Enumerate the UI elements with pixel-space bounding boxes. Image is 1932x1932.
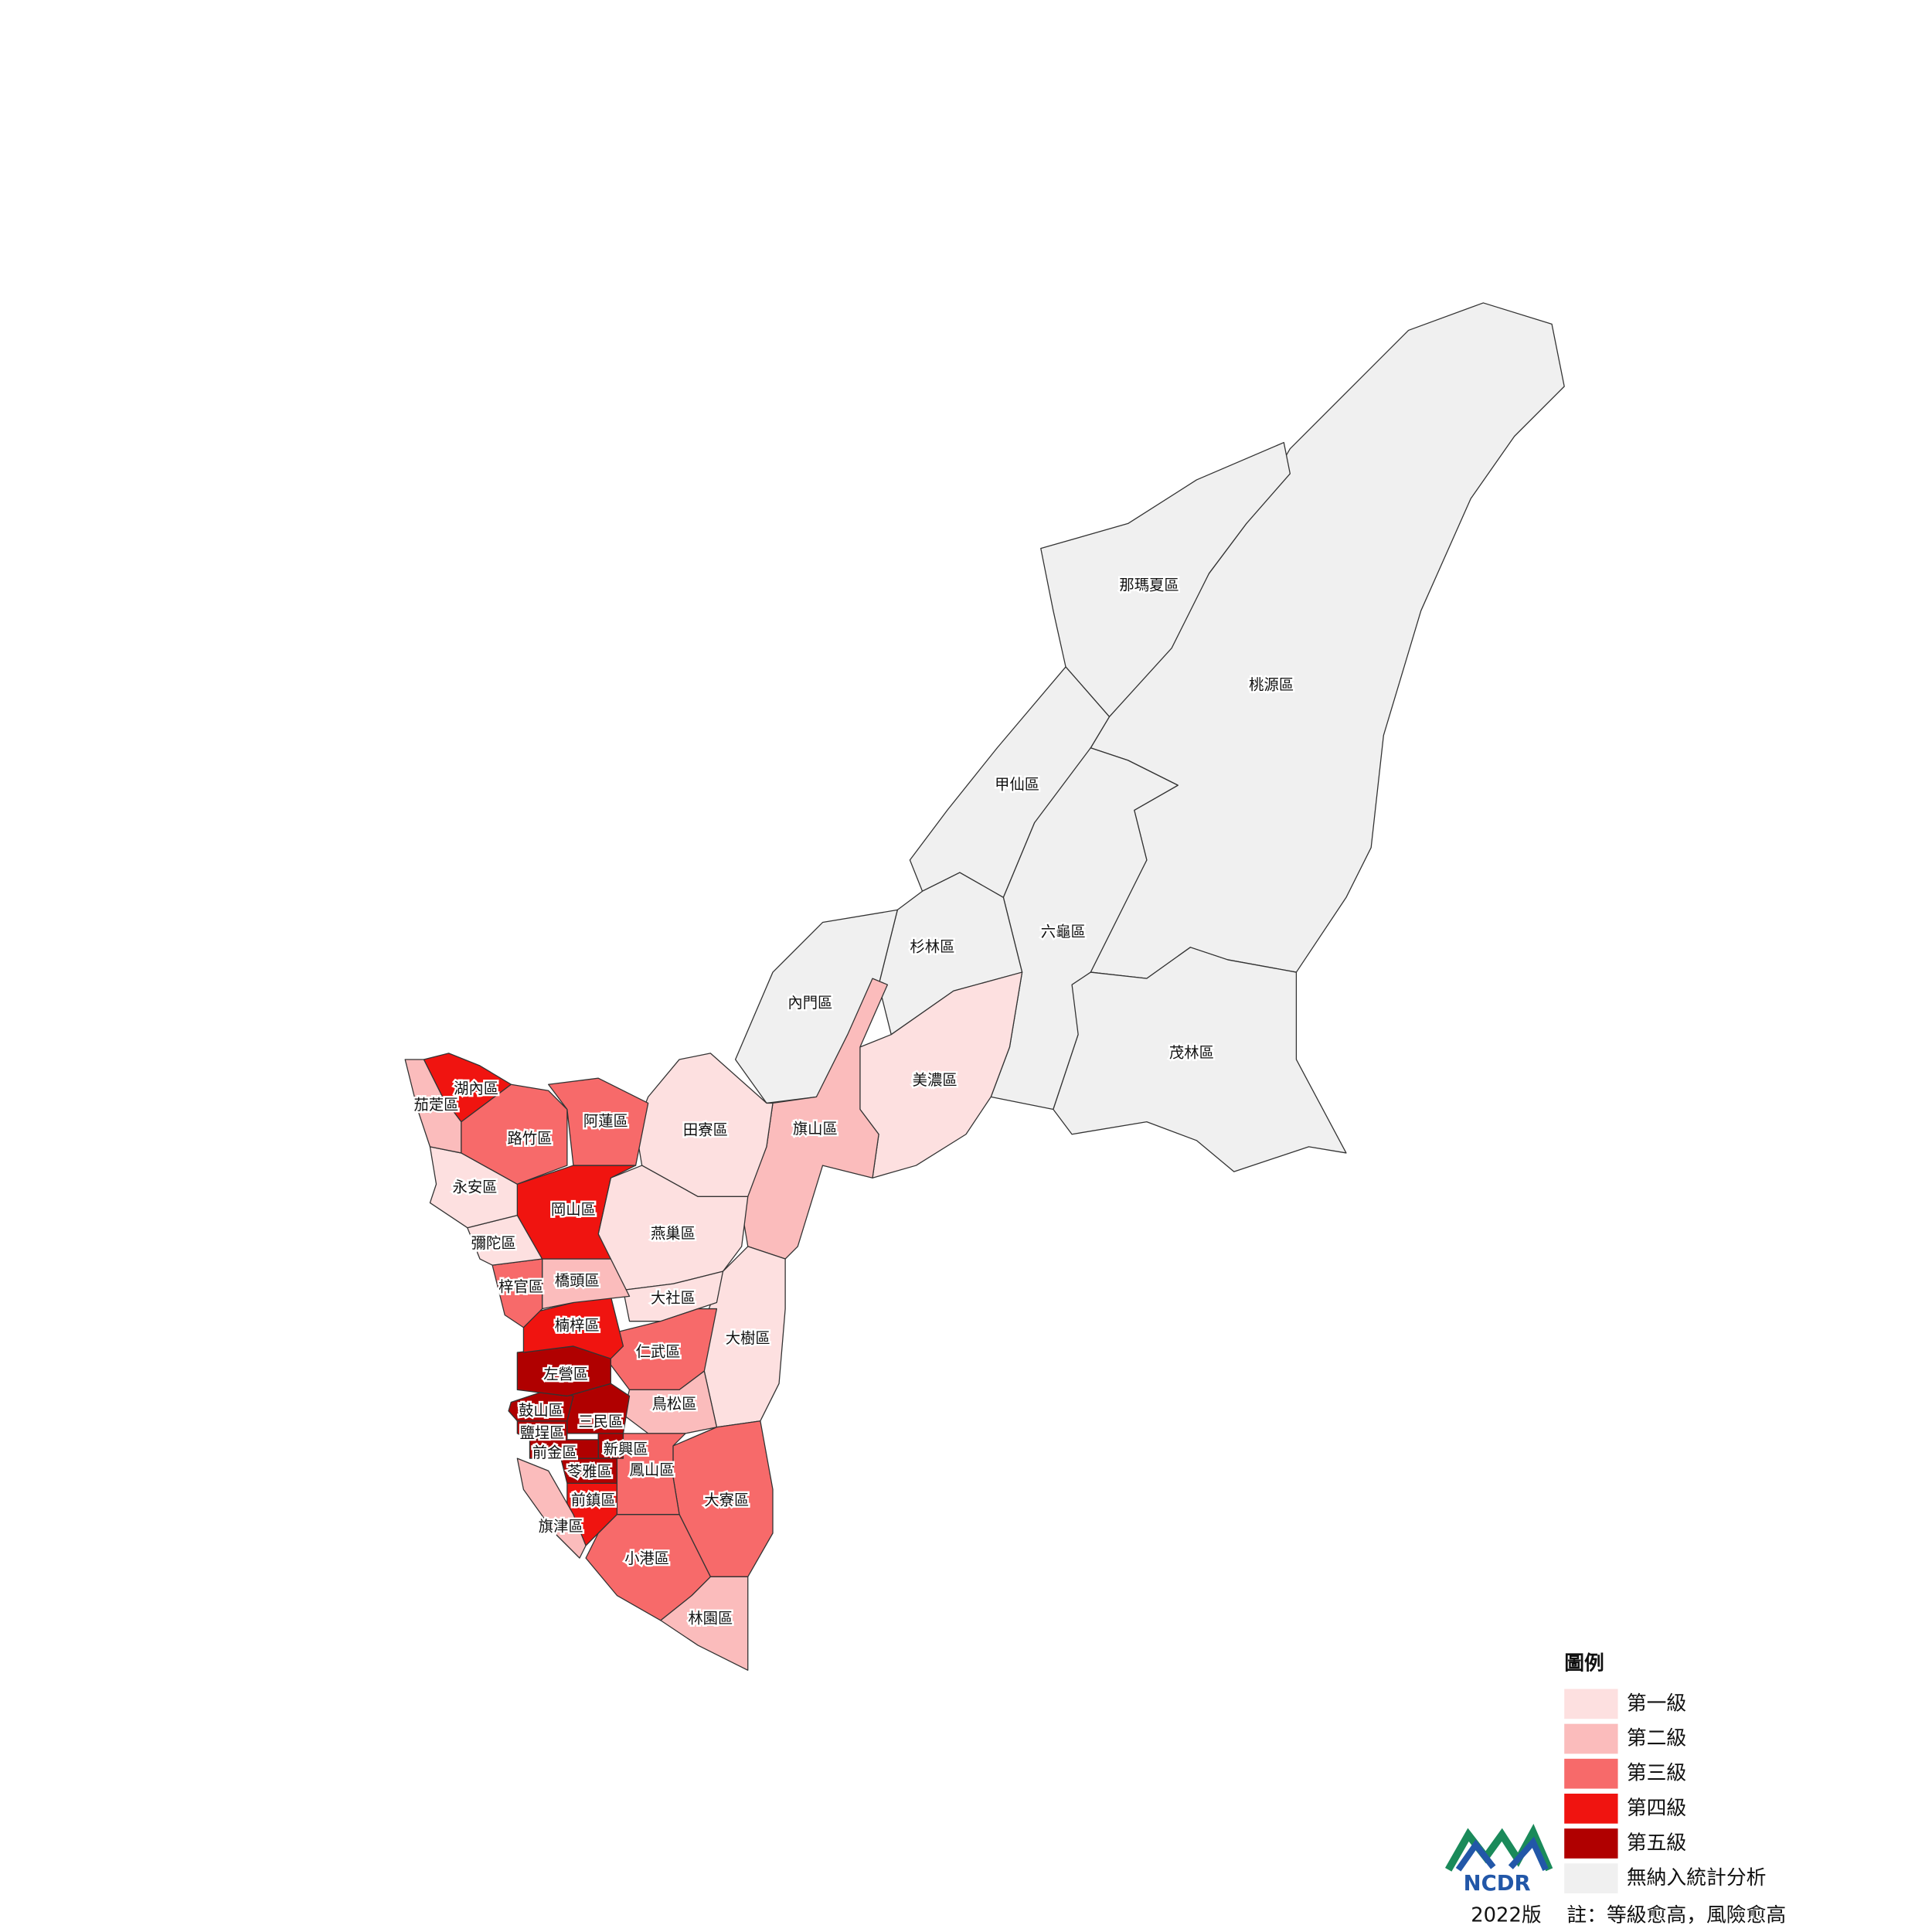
district-label: 鹽埕區 (520, 1423, 565, 1441)
district-label: 美濃區 (913, 1071, 957, 1089)
legend-title: 圖例 (1564, 1652, 1604, 1675)
district-label: 新興區 (604, 1440, 648, 1458)
district-label: 橋頭區 (555, 1272, 600, 1290)
district (1053, 947, 1347, 1172)
district-label: 六龜區 (1041, 923, 1086, 940)
legend-swatch (1564, 1863, 1618, 1893)
district-label: 旗津區 (539, 1517, 583, 1535)
regions (404, 302, 1565, 1671)
district (548, 1077, 649, 1166)
district (516, 1458, 587, 1559)
district-label: 內門區 (787, 994, 832, 1012)
district-label: 彌陀區 (471, 1234, 516, 1252)
district (529, 1439, 599, 1459)
district-label: 左營區 (543, 1366, 588, 1383)
logo: NCDR (1444, 1823, 1553, 1896)
legend-swatch (1564, 1828, 1618, 1859)
district-label: 苓雅區 (567, 1462, 612, 1480)
district-label: 岡山區 (551, 1201, 596, 1219)
legend-label: 第三級 (1627, 1762, 1686, 1785)
district-label: 永安區 (452, 1179, 497, 1196)
district-label: 林園區 (688, 1610, 733, 1628)
logo-mark (1455, 1836, 1549, 1872)
district-label: 前金區 (532, 1444, 577, 1461)
district-label: 甲仙區 (995, 776, 1039, 794)
district (741, 978, 889, 1260)
district-label: 田寮區 (683, 1121, 728, 1138)
district-label: 前鎮區 (571, 1491, 616, 1509)
district (404, 1059, 462, 1154)
district-label: 那瑪夏區 (1119, 577, 1179, 594)
district-label: 鳳山區 (630, 1461, 675, 1479)
legend-label: 第四級 (1627, 1797, 1686, 1820)
district-label: 鳥松區 (652, 1395, 697, 1413)
legend-label: 第五級 (1627, 1832, 1686, 1855)
edition: 2022版 (1471, 1904, 1541, 1927)
note: 註：等級愈高，風險愈高 (1566, 1904, 1786, 1927)
district-label: 梓官區 (498, 1278, 543, 1296)
legend-label: 第二級 (1627, 1727, 1686, 1750)
district-label: 大寮區 (704, 1491, 749, 1509)
district-label: 大樹區 (726, 1329, 770, 1347)
district-label: 鼓山區 (519, 1401, 563, 1419)
district-label: 仁武區 (636, 1343, 681, 1361)
district (585, 1514, 711, 1621)
logo-mark (1444, 1823, 1553, 1872)
district-label: 小港區 (624, 1549, 669, 1567)
district-label: 楠梓區 (555, 1317, 600, 1335)
district-label: 桃源區 (1249, 676, 1294, 694)
logo-text: NCDR (1464, 1872, 1531, 1896)
district (461, 1083, 568, 1185)
district-label: 大社區 (651, 1289, 696, 1307)
legend-swatch (1564, 1689, 1618, 1719)
district-label: 杉林區 (910, 937, 954, 955)
district-label: 湖內區 (454, 1080, 498, 1097)
legend-swatch (1564, 1758, 1618, 1789)
district-label: 茄萣區 (413, 1096, 458, 1114)
district-label: 阿蓮區 (583, 1112, 628, 1130)
district (1040, 441, 1291, 718)
legend-label: 無納入統計分析 (1627, 1866, 1767, 1889)
district-label: 三民區 (578, 1413, 623, 1430)
district-label: 燕巢區 (651, 1224, 696, 1242)
district (634, 1053, 774, 1198)
district-label: 路竹區 (507, 1130, 552, 1148)
district-label: 茂林區 (1169, 1043, 1214, 1061)
district (622, 1370, 718, 1434)
legend-label: 第一級 (1627, 1692, 1686, 1715)
legend-swatch (1564, 1793, 1618, 1824)
legend-swatch (1564, 1723, 1618, 1754)
district-label: 旗山區 (793, 1120, 838, 1138)
